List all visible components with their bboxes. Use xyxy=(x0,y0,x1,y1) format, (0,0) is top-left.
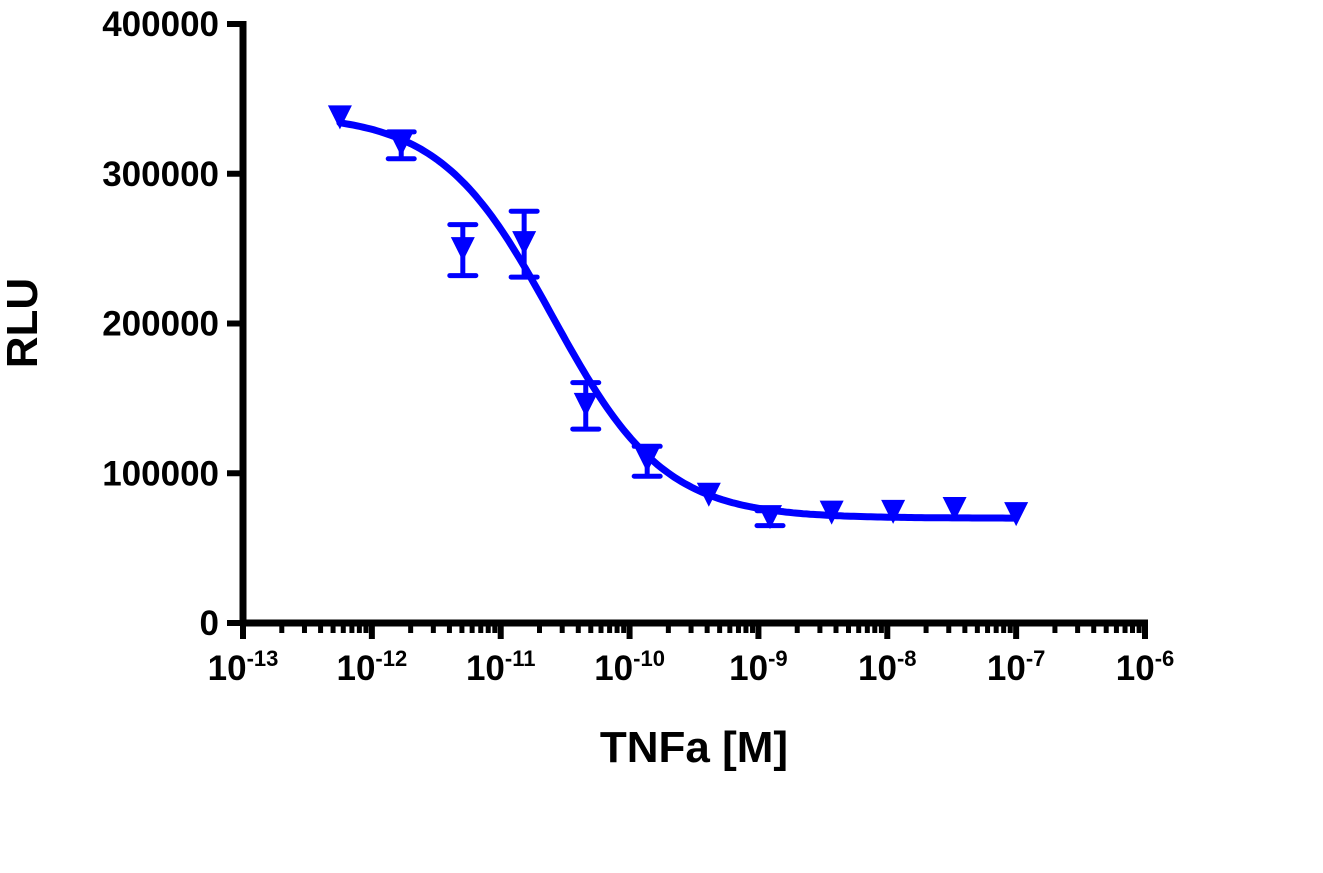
data-point xyxy=(819,500,844,525)
data-point xyxy=(512,231,537,256)
y-axis-title: RLU xyxy=(0,278,47,368)
fit-curve-group xyxy=(336,119,1020,522)
fit-curve xyxy=(336,119,1020,522)
data-point xyxy=(635,448,660,473)
x-tick-label: 10-7 xyxy=(987,646,1045,688)
x-tick-label: 10-6 xyxy=(1116,646,1175,688)
data-point xyxy=(573,392,598,417)
x-tick-label: 10-13 xyxy=(208,646,279,688)
data-point xyxy=(1004,502,1029,527)
x-tick-label: 10-11 xyxy=(466,646,536,688)
x-tick-label: 10-12 xyxy=(336,646,407,688)
tick-labels: 0 100000 200000 300000 400000 10-13 10-12 10-11… xyxy=(102,5,1174,688)
data-points xyxy=(327,105,1029,530)
data-point xyxy=(696,482,721,507)
data-point xyxy=(389,132,414,157)
x-tick-label: 10-8 xyxy=(858,646,917,688)
data-point xyxy=(881,499,906,524)
axes xyxy=(227,21,1148,639)
data-point xyxy=(758,505,783,530)
y-tick-label: 400000 xyxy=(102,5,219,44)
x-tick-label: 10-10 xyxy=(594,646,665,688)
x-axis-title: TNFa [M] xyxy=(600,723,788,772)
x-tick-label: 10-9 xyxy=(729,646,788,688)
data-point xyxy=(327,105,352,130)
data-point xyxy=(942,496,967,521)
y-tick-label: 300000 xyxy=(102,155,219,194)
y-tick-label: 0 xyxy=(200,604,219,643)
y-tick-label: 200000 xyxy=(102,305,219,344)
y-tick-label: 100000 xyxy=(102,454,219,493)
data-point xyxy=(450,237,475,262)
